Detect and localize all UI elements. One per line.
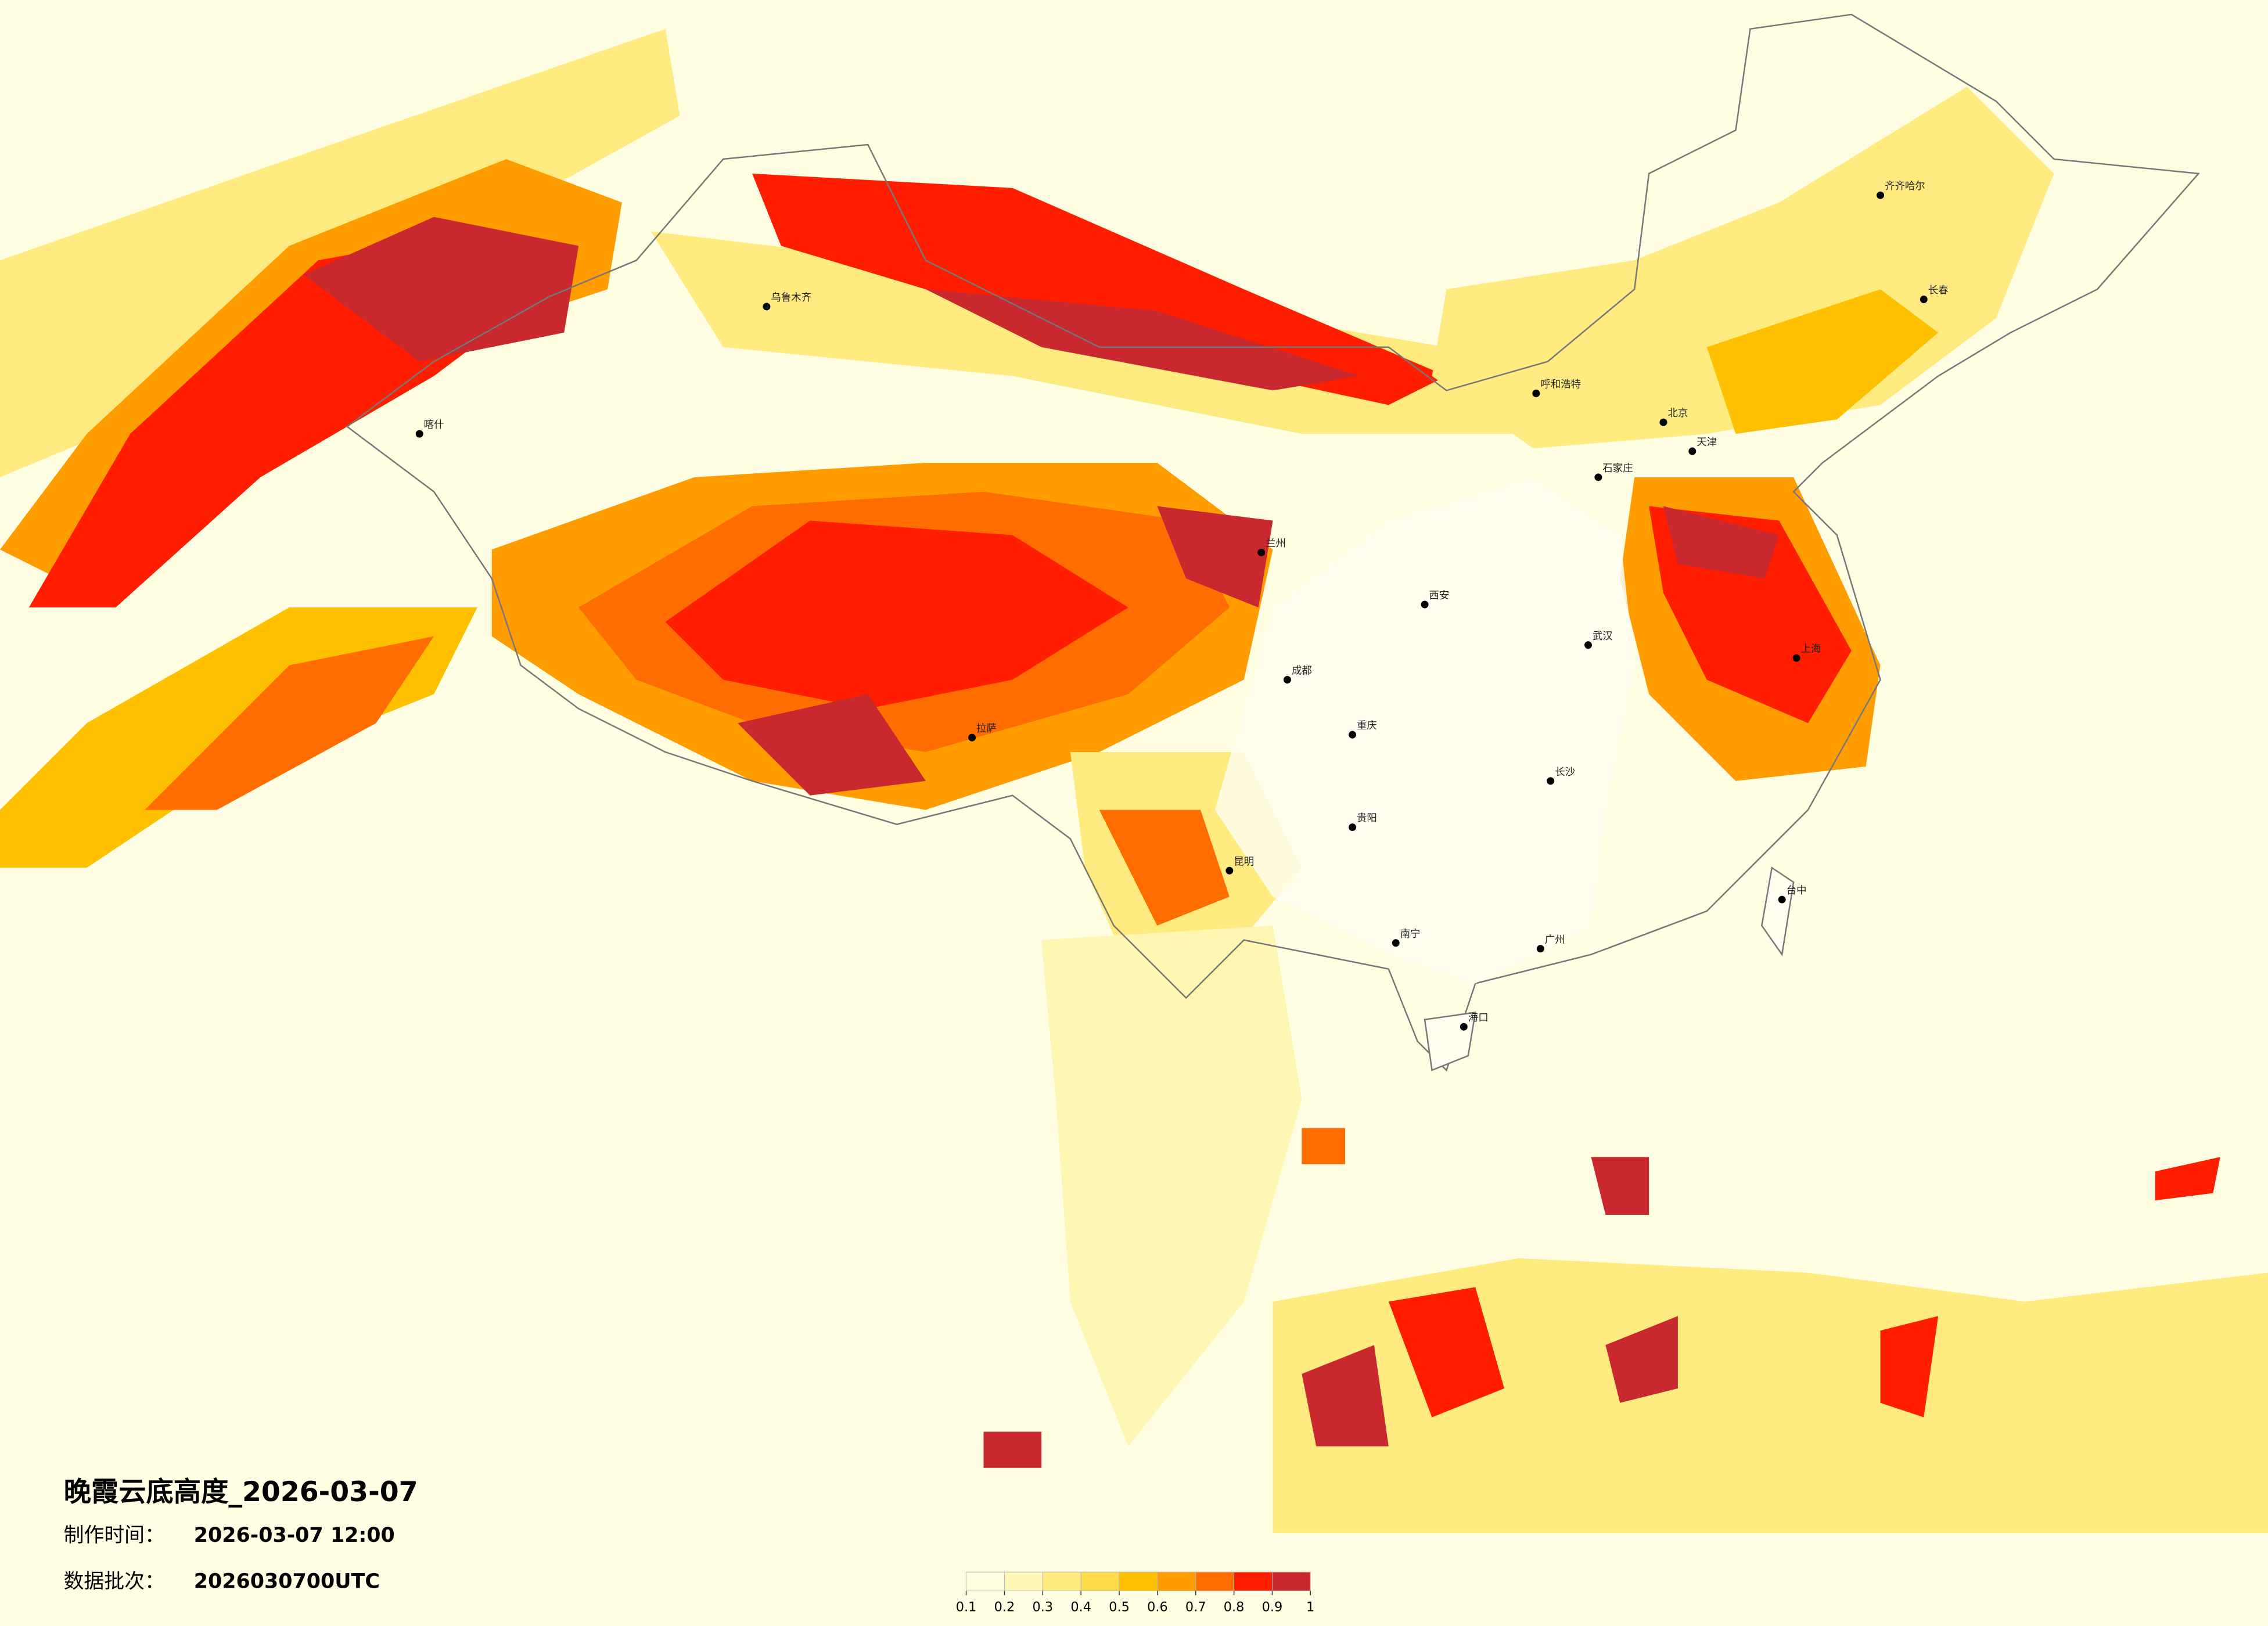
city-dot (1284, 676, 1291, 684)
low-value-region (1214, 477, 1635, 984)
city-dot (1349, 731, 1357, 739)
legend-swatch (966, 1571, 1005, 1591)
map-title: 晚霞云底高度_2026-03-07 (64, 1476, 418, 1508)
city-label: 天津 (1696, 437, 1717, 448)
legend-swatch (1042, 1571, 1081, 1591)
city-dot (968, 733, 976, 742)
legend-tick-label: 0.9 (1262, 1599, 1283, 1614)
city-label: 海口 (1468, 1012, 1489, 1024)
city-label: 昆明 (1234, 856, 1254, 868)
legend-tick-label: 0.4 (1070, 1599, 1091, 1614)
city-dot (1547, 777, 1555, 785)
city-dot (1778, 895, 1786, 904)
taiwan (1761, 866, 1795, 956)
city-dot (1421, 600, 1429, 609)
city-label: 石家庄 (1602, 463, 1633, 474)
city-label: 武汉 (1593, 631, 1613, 642)
legend-tick-label: 0.2 (994, 1599, 1015, 1614)
city-label: 长沙 (1555, 767, 1575, 778)
city-dot (1536, 945, 1544, 953)
legend-tick-label: 0.7 (1185, 1599, 1206, 1614)
city-dot (1659, 418, 1667, 426)
info: 制作时间： 2026-03-07 12:00 数据批次： 2026030700UTC (64, 1524, 395, 1593)
city-dot (1792, 654, 1800, 662)
legend-swatch (1234, 1571, 1273, 1591)
city-label: 重庆 (1357, 720, 1377, 732)
city-label: 西安 (1429, 590, 1450, 602)
city-dot (415, 430, 423, 438)
legend-tick-label: 0.3 (1033, 1599, 1054, 1614)
legend-tick-label: 0.8 (1224, 1599, 1245, 1614)
city-dot (1392, 939, 1400, 947)
legend-tick-label: 1 (1306, 1599, 1314, 1614)
info-value: 2026030700UTC (194, 1570, 380, 1593)
legend-swatch (1119, 1571, 1158, 1591)
city-label: 喀什 (424, 419, 444, 431)
country-border (346, 13, 2200, 1072)
city-label: 齐齐哈尔 (1885, 181, 1925, 192)
legend-tick-label: 0.5 (1109, 1599, 1130, 1614)
legend-tick-label: 0.1 (956, 1599, 977, 1614)
city-label: 乌鲁木齐 (771, 292, 811, 304)
city-dot (1584, 641, 1592, 649)
city-label: 拉萨 (976, 723, 997, 735)
city-label: 长春 (1928, 285, 1949, 297)
city-dot (1460, 1023, 1468, 1031)
city-dot (1877, 191, 1885, 199)
city-label: 上海 (1801, 643, 1821, 655)
city-dot (1688, 447, 1696, 455)
city-label: 广州 (1545, 934, 1565, 946)
info-label: 数据批次： (64, 1570, 165, 1593)
city-dot (1257, 548, 1266, 556)
city-label: 贵阳 (1357, 813, 1377, 825)
city-dot (1920, 296, 1928, 303)
city-label: 北京 (1667, 408, 1688, 419)
city-label: 台中 (1787, 885, 1807, 897)
city-dot (1349, 823, 1357, 832)
info-value: 2026-03-07 12:00 (194, 1524, 395, 1547)
city-label: 兰州 (1266, 538, 1286, 549)
legend: 0.1 0.2 0.3 0.4 0.5 0.6 0.7 0.8 0.9 1 (956, 1571, 1314, 1614)
city-label: 成都 (1292, 665, 1312, 677)
legend-swatch (1080, 1571, 1120, 1591)
city-dot (763, 303, 771, 311)
city-dot (1594, 473, 1602, 481)
city-dot (1532, 389, 1540, 397)
legend-swatch (1157, 1571, 1196, 1591)
legend-swatch (1271, 1571, 1311, 1591)
legend-swatch (1004, 1571, 1043, 1591)
city-label: 呼和浩特 (1540, 379, 1581, 390)
legend-tick-label: 0.6 (1147, 1599, 1168, 1614)
cloud-field (0, 28, 2268, 1533)
info-label: 制作时间： (64, 1524, 165, 1547)
city-dot (1225, 866, 1234, 875)
city-label: 南宁 (1400, 929, 1421, 940)
legend-swatch (1195, 1571, 1235, 1591)
